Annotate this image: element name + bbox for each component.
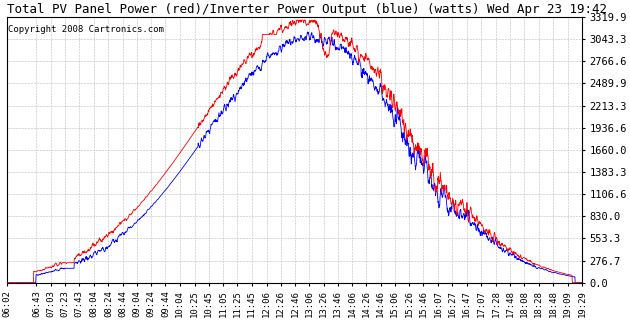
Text: Total PV Panel Power (red)/Inverter Power Output (blue) (watts) Wed Apr 23 19:42: Total PV Panel Power (red)/Inverter Powe…	[8, 3, 607, 16]
Text: Copyright 2008 Cartronics.com: Copyright 2008 Cartronics.com	[8, 25, 164, 34]
